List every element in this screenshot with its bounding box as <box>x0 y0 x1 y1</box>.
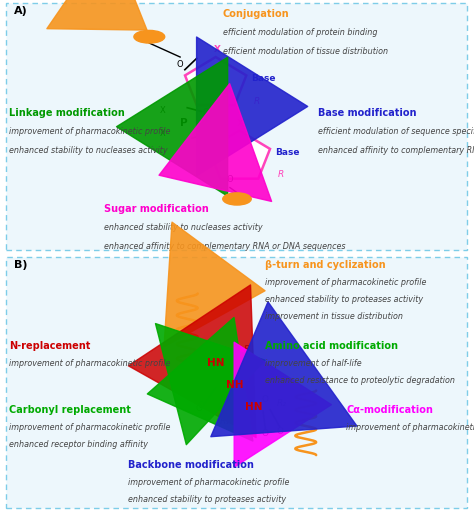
Text: efficient modulation of tissue distribution: efficient modulation of tissue distribut… <box>223 47 388 56</box>
Ellipse shape <box>134 30 165 43</box>
Text: NH: NH <box>226 380 243 390</box>
Text: Base: Base <box>251 74 276 83</box>
Text: Base modification: Base modification <box>318 108 416 118</box>
FancyBboxPatch shape <box>6 3 467 250</box>
Text: improvement of pharmacokinetic profile: improvement of pharmacokinetic profile <box>9 423 171 432</box>
Text: enhanced receptor binding affinity: enhanced receptor binding affinity <box>9 440 148 449</box>
Text: R: R <box>254 97 260 106</box>
Text: improvement of pharmacokinetic profile: improvement of pharmacokinetic profile <box>9 359 171 369</box>
Text: enhanced stability to nucleases activity: enhanced stability to nucleases activity <box>104 223 263 232</box>
Text: β-turn and cyclization: β-turn and cyclization <box>265 260 386 270</box>
Text: improvement of pharmacokinetic profile: improvement of pharmacokinetic profile <box>346 423 474 432</box>
Text: R: R <box>243 345 250 354</box>
Text: enhanced stability to proteases activity: enhanced stability to proteases activity <box>265 295 424 304</box>
Text: R₂: R₂ <box>277 399 287 408</box>
Text: Cα-modification: Cα-modification <box>346 404 433 415</box>
Text: O: O <box>198 131 205 140</box>
Text: O: O <box>227 176 233 184</box>
Text: O: O <box>196 404 202 413</box>
Text: N-replacement: N-replacement <box>9 342 91 351</box>
Ellipse shape <box>223 193 251 205</box>
Text: B): B) <box>14 260 27 270</box>
Text: improvement in tissue distribution: improvement in tissue distribution <box>265 312 403 321</box>
Text: efficient modulation of sequence specificity: efficient modulation of sequence specifi… <box>318 127 474 136</box>
Text: X: X <box>160 106 165 115</box>
Text: improvement of pharmacokinetic profile: improvement of pharmacokinetic profile <box>128 478 289 487</box>
Text: Backbone modification: Backbone modification <box>128 460 254 471</box>
Text: Amino acid modification: Amino acid modification <box>265 342 399 351</box>
Text: R: R <box>277 170 283 179</box>
Text: Base: Base <box>275 147 300 157</box>
Text: Sugar modification: Sugar modification <box>104 204 209 214</box>
Text: improvement of half-life: improvement of half-life <box>265 359 362 369</box>
Text: O: O <box>276 428 283 436</box>
Text: improvement of pharmacokinetic profile: improvement of pharmacokinetic profile <box>9 127 171 136</box>
Text: R₁: R₁ <box>220 417 230 426</box>
Text: HN: HN <box>245 402 262 412</box>
Text: Carbonyl replacement: Carbonyl replacement <box>9 404 131 415</box>
Text: enhanced resistance to proteolytic degradation: enhanced resistance to proteolytic degra… <box>265 376 456 385</box>
Text: A): A) <box>14 6 28 16</box>
Polygon shape <box>185 57 246 105</box>
Text: O: O <box>203 108 210 117</box>
Text: Conjugation: Conjugation <box>223 9 290 19</box>
Text: X: X <box>214 46 220 54</box>
Text: X: X <box>160 129 165 138</box>
Text: efficient modulation of protein binding: efficient modulation of protein binding <box>223 28 377 37</box>
Text: O: O <box>262 395 269 404</box>
FancyBboxPatch shape <box>6 257 467 508</box>
Text: X: X <box>237 119 244 128</box>
Text: enhanced stability to nucleases activity: enhanced stability to nucleases activity <box>9 146 168 155</box>
Text: enhanced affinity to complementary RNA or DNA sequences: enhanced affinity to complementary RNA o… <box>104 242 346 251</box>
Text: O: O <box>198 401 205 411</box>
Text: improvement of pharmacokinetic profile: improvement of pharmacokinetic profile <box>265 278 427 287</box>
Polygon shape <box>209 131 270 179</box>
Text: O: O <box>262 429 269 438</box>
Text: Linkage modification: Linkage modification <box>9 108 125 118</box>
Text: enhanced affinity to complementary RNA or DNA sequences: enhanced affinity to complementary RNA o… <box>318 146 474 155</box>
Text: enhanced stability to proteases activity: enhanced stability to proteases activity <box>128 495 286 504</box>
Text: HN: HN <box>207 358 224 368</box>
Text: O: O <box>177 60 183 69</box>
Text: P: P <box>180 118 188 128</box>
